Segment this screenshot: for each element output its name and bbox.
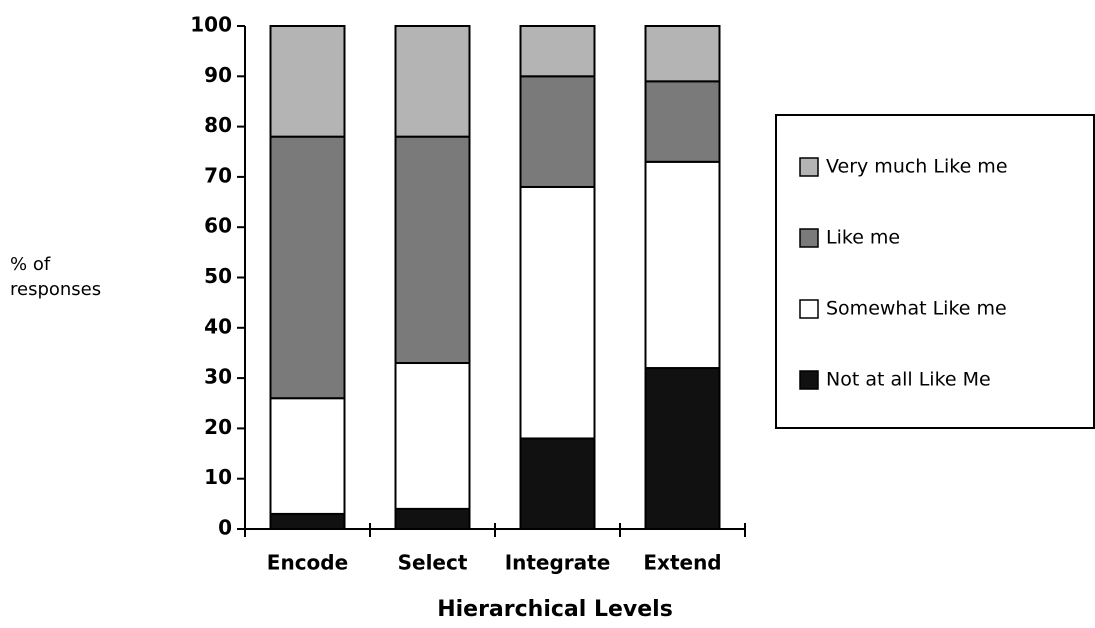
y-tick-label: 40: [204, 314, 232, 338]
legend-swatch: [799, 228, 819, 248]
legend-label: Somewhat Like me: [826, 298, 1007, 320]
x-tick-label: Integrate: [505, 551, 611, 575]
bar-segment: [644, 160, 721, 370]
y-tick-label: 50: [204, 264, 232, 288]
bar-segment: [394, 135, 471, 365]
bar-segment: [644, 367, 721, 531]
y-tick-label: 70: [204, 163, 232, 187]
bar-segment: [519, 75, 596, 188]
y-tick-label: 10: [204, 465, 232, 489]
bar-segment: [519, 25, 596, 78]
bar-segment: [269, 397, 346, 515]
y-axis-label: responses: [10, 279, 101, 300]
bar-segment: [519, 437, 596, 530]
bar-segment: [644, 80, 721, 163]
bar-segment: [394, 25, 471, 138]
x-tick-label: Select: [398, 551, 468, 575]
y-tick-label: 60: [204, 214, 232, 238]
legend-label: Not at all Like Me: [826, 369, 991, 391]
y-tick-label: 90: [204, 63, 232, 87]
y-tick-label: 80: [204, 113, 232, 137]
legend-swatch: [799, 157, 819, 177]
x-tick-label: Extend: [643, 551, 721, 575]
y-tick-label: 100: [190, 13, 232, 37]
bar-segment: [519, 185, 596, 440]
bar-segment: [269, 135, 346, 400]
legend-swatch: [799, 299, 819, 319]
y-tick-label: 20: [204, 415, 232, 439]
y-axis-label: % of: [10, 254, 51, 275]
legend-label: Like me: [826, 227, 900, 249]
legend-label: Very much Like me: [826, 156, 1008, 178]
bar-segment: [644, 25, 721, 83]
y-tick-label: 30: [204, 365, 232, 389]
bar-segment: [394, 362, 471, 510]
legend-box: [775, 114, 1095, 429]
bar-segment: [269, 25, 346, 138]
bar-segment: [394, 507, 471, 531]
bar-segment: [269, 512, 346, 530]
y-tick-label: 0: [218, 516, 232, 540]
x-axis-label: Hierarchical Levels: [437, 597, 673, 622]
legend-swatch: [799, 370, 819, 390]
x-tick-label: Encode: [267, 551, 348, 575]
